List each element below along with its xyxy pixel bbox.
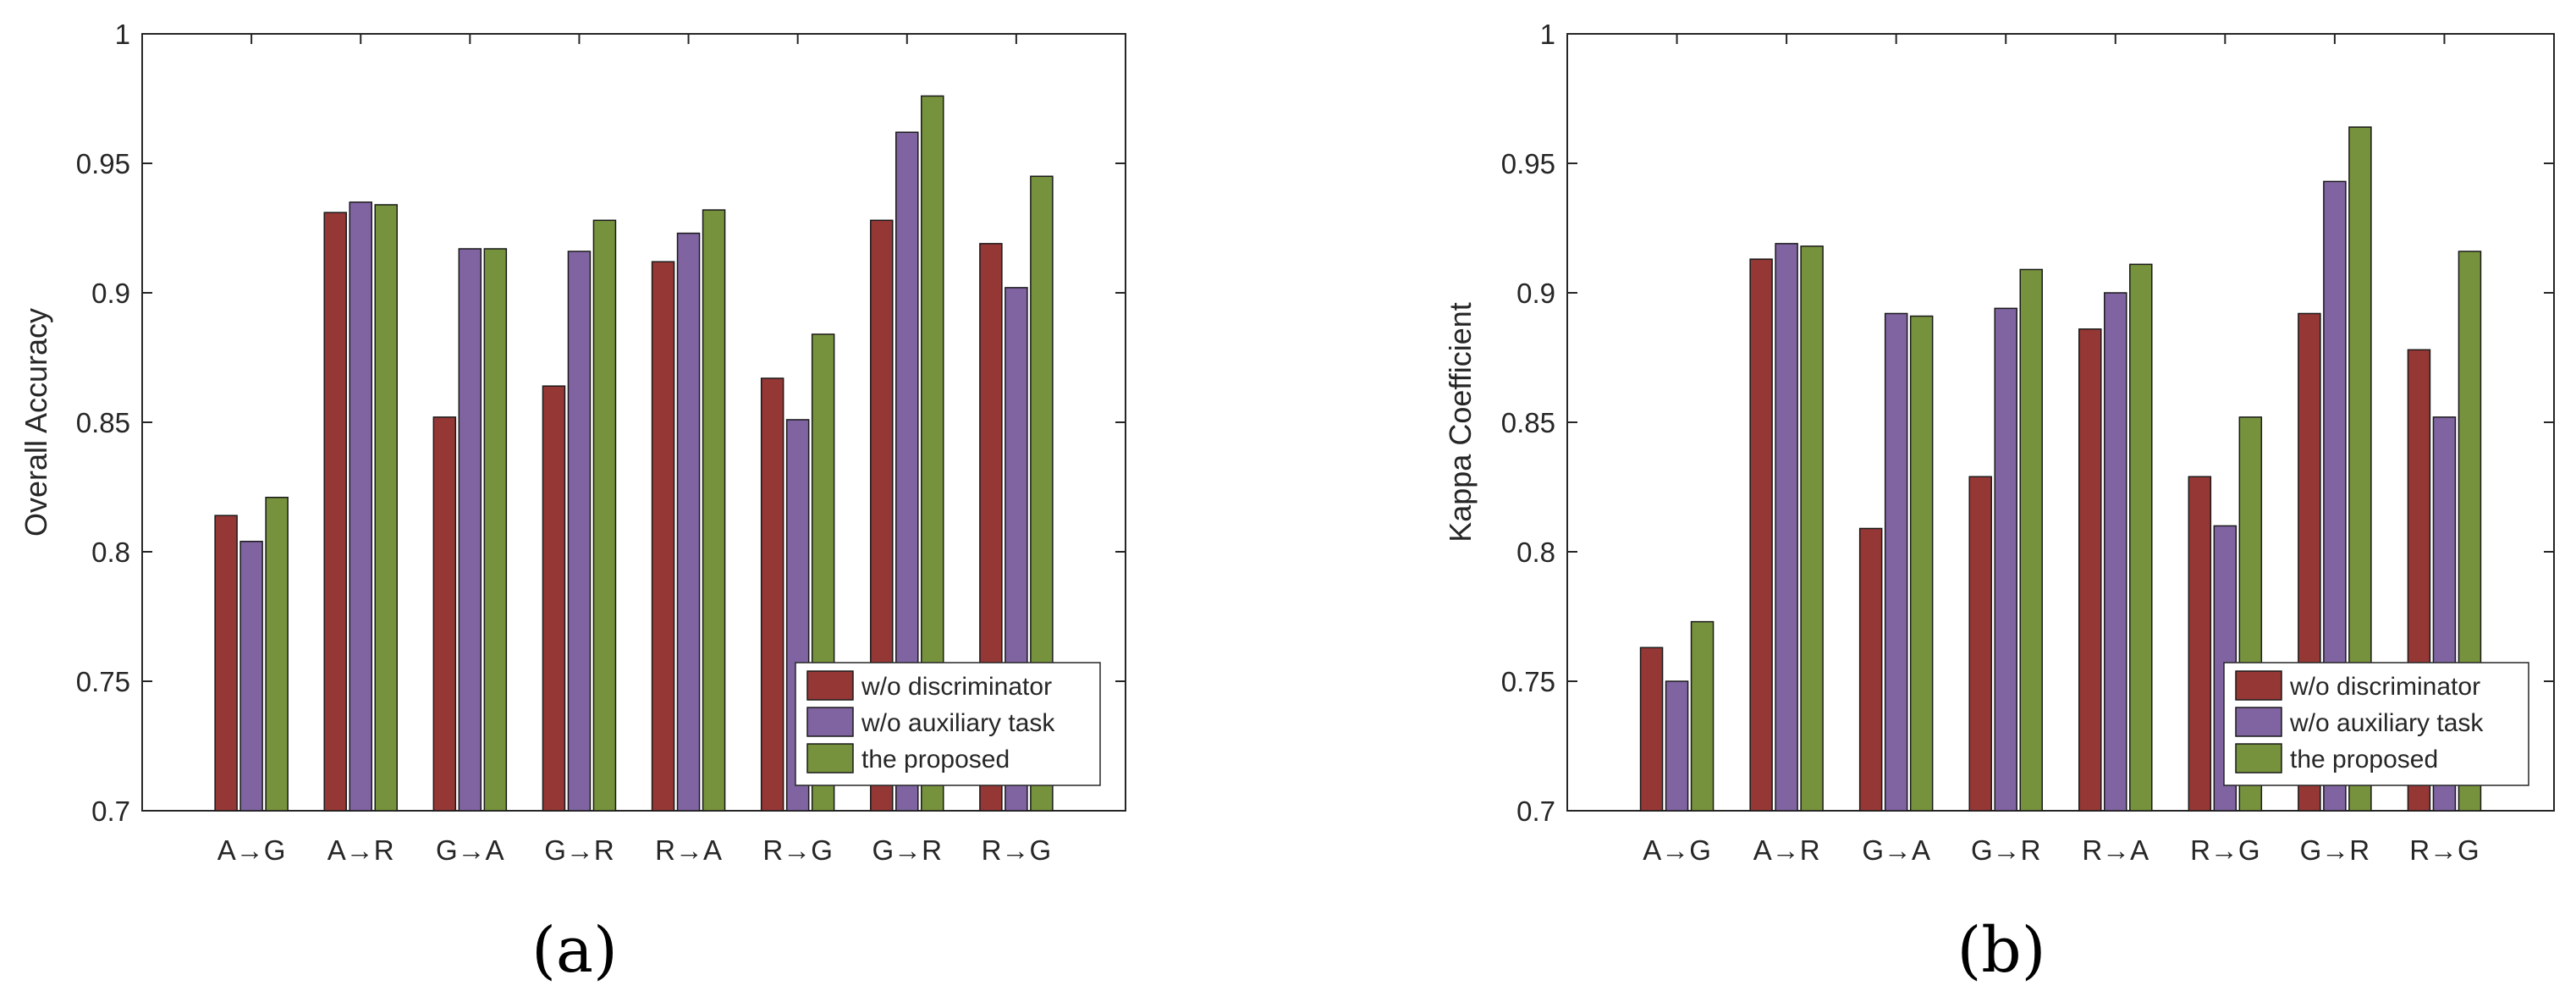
- y-axis-label: Kappa Coefficient: [1443, 302, 1478, 542]
- bar-w-o-discriminator: [1968, 476, 1992, 812]
- bar-the-proposed: [483, 248, 508, 812]
- x-tick-label: R→G: [762, 834, 833, 866]
- y-tick-label: 0.85: [1501, 407, 1555, 438]
- bar-w-o-auxiliary-task: [1665, 680, 1689, 812]
- bar-w-o-discriminator: [542, 385, 566, 812]
- legend-label: w/o auxiliary task: [2289, 709, 2484, 737]
- bar-the-proposed: [374, 204, 398, 812]
- panel-label: (a): [531, 914, 618, 987]
- legend-swatch: [2235, 743, 2282, 774]
- bar-the-proposed: [592, 219, 617, 812]
- x-tick-label: G→R: [544, 834, 614, 866]
- chart-panel-b: 0.7 0.75 0.8 0.85 0.9 0.95 1 Kappa Coefficient A…: [1443, 19, 2555, 987]
- bar-w-o-auxiliary-task: [2104, 292, 2127, 812]
- x-tick-label: A→R: [1753, 834, 1820, 866]
- legend-label: the proposed: [2290, 746, 2438, 774]
- bar-w-o-auxiliary-task: [458, 248, 482, 812]
- y-tick-label: 0.7: [91, 796, 130, 827]
- bar-w-o-auxiliary-task: [676, 232, 701, 812]
- y-tick-label: 0.8: [91, 537, 130, 568]
- bar-the-proposed: [2129, 263, 2153, 812]
- x-tick-label: G→A: [436, 834, 504, 866]
- bar-the-proposed: [1690, 620, 1715, 812]
- x-tick-label: G→R: [1971, 834, 2041, 866]
- bar-w-o-auxiliary-task: [239, 541, 263, 812]
- x-tick-label: R→A: [655, 834, 722, 866]
- legend-label: the proposed: [861, 746, 1010, 774]
- x-tick-label: A→R: [328, 834, 394, 866]
- x-tick-label: R→A: [2082, 834, 2149, 866]
- y-tick-label: 0.95: [1501, 148, 1555, 179]
- x-tick-label: A→G: [217, 834, 286, 866]
- bar-the-proposed: [265, 496, 289, 812]
- x-tick-label: G→A: [1862, 834, 1930, 866]
- x-tick-label: R→G: [2190, 834, 2260, 866]
- legend-label: w/o discriminator: [861, 673, 1052, 701]
- y-tick-label: 0.85: [76, 407, 130, 438]
- legend-swatch: [2235, 707, 2282, 737]
- bar-w-o-discriminator: [1639, 647, 1664, 812]
- legend-label: w/o discriminator: [2289, 673, 2480, 701]
- bar-w-o-auxiliary-task: [349, 201, 372, 812]
- x-tick-label: A→G: [1643, 834, 1711, 866]
- bar-w-o-discriminator: [651, 261, 675, 812]
- y-tick-label: 0.9: [91, 278, 130, 309]
- y-tick-label: 1: [115, 19, 130, 50]
- legend-label: w/o auxiliary task: [861, 709, 1055, 737]
- bar-the-proposed: [2019, 268, 2043, 812]
- legend-swatch: [806, 707, 854, 737]
- bar-w-o-discriminator: [323, 212, 347, 812]
- x-tick-label: G→R: [2300, 834, 2370, 866]
- bar-w-o-discriminator: [432, 416, 457, 812]
- bar-the-proposed: [702, 209, 726, 812]
- bar-w-o-discriminator: [214, 515, 238, 812]
- bar-the-proposed: [1800, 245, 1824, 812]
- bar-w-o-auxiliary-task: [1775, 243, 1798, 812]
- y-axis-label: Overall Accuracy: [19, 308, 53, 537]
- y-tick-label: 0.8: [1516, 537, 1555, 568]
- x-tick-label: G→R: [872, 834, 943, 866]
- chart-panel-a: 0.7 0.75 0.8 0.85 0.9 0.95 1 Overall Accuracy A→…: [19, 19, 1126, 987]
- bar-w-o-discriminator: [760, 377, 784, 812]
- y-tick-label: 0.7: [1516, 796, 1555, 827]
- bar-w-o-discriminator: [1749, 258, 1773, 812]
- y-tick-label: 0.95: [76, 148, 130, 179]
- bar-the-proposed: [1909, 315, 1934, 812]
- legend-swatch: [806, 743, 854, 774]
- legend-swatch: [806, 670, 854, 701]
- y-tick-label: 0.75: [1501, 666, 1555, 697]
- legend-swatch: [2235, 670, 2282, 701]
- x-tick-label: R→G: [982, 834, 1052, 866]
- bar-w-o-auxiliary-task: [567, 250, 592, 812]
- panel-label: (b): [1957, 914, 2045, 987]
- bar-w-o-auxiliary-task: [1994, 307, 2017, 812]
- y-tick-label: 0.75: [76, 666, 130, 697]
- bar-w-o-discriminator: [1858, 527, 1883, 812]
- bar-w-o-auxiliary-task: [1884, 312, 1908, 812]
- x-tick-label: R→G: [2409, 834, 2480, 866]
- bar-w-o-discriminator: [2078, 328, 2102, 812]
- y-tick-label: 1: [1540, 19, 1555, 50]
- bar-w-o-discriminator: [2188, 476, 2212, 812]
- y-tick-label: 0.9: [1516, 278, 1555, 309]
